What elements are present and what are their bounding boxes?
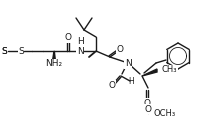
Text: O: O (143, 99, 151, 108)
Text: O: O (116, 45, 124, 54)
Text: S: S (18, 47, 24, 56)
Text: O: O (64, 34, 72, 42)
Text: S: S (1, 47, 7, 56)
Polygon shape (142, 69, 157, 76)
Text: NH₂: NH₂ (45, 59, 63, 69)
Text: S: S (1, 47, 7, 56)
Text: N: N (77, 47, 83, 56)
Text: CH₃: CH₃ (162, 66, 178, 75)
Text: O: O (145, 105, 151, 113)
Polygon shape (52, 51, 56, 61)
Text: OCH₃: OCH₃ (153, 108, 175, 118)
Text: N: N (125, 59, 131, 69)
Text: H: H (77, 37, 83, 45)
Text: H: H (128, 78, 134, 86)
Text: O: O (109, 81, 116, 89)
